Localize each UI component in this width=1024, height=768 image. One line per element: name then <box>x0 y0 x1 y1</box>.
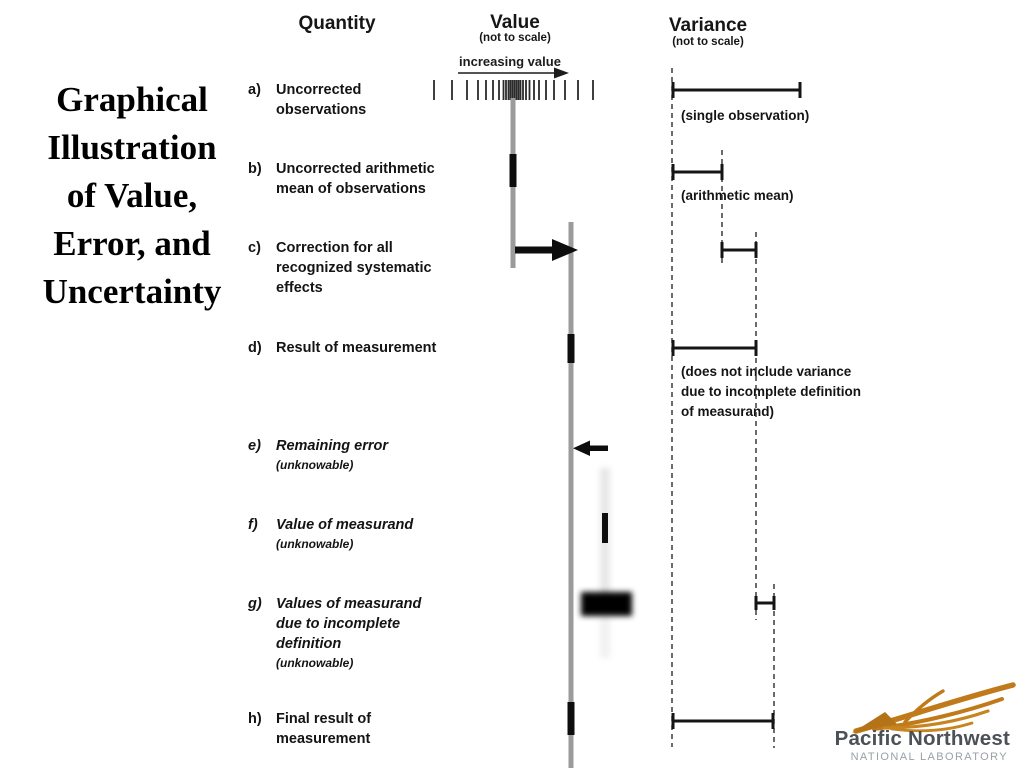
variance-note-result: (does not include variance due to incomp… <box>681 362 861 422</box>
row-label-line: recognized systematic <box>276 260 432 276</box>
observation-tick-marks <box>433 80 594 100</box>
pnnl-logo-name: Pacific Northwest <box>834 727 1010 750</box>
row-label-b: Uncorrected arithmetic mean of observati… <box>276 159 435 199</box>
row-label-h: Final result of measurement <box>276 709 371 749</box>
row-letter-c: c) <box>248 240 261 256</box>
title-line: Error, and <box>53 224 211 263</box>
increasing-value-arrow-icon <box>458 67 569 79</box>
column-header-value-sub: (not to scale) <box>479 32 551 44</box>
row-label-line: effects <box>276 280 323 296</box>
column-header-quantity: Quantity <box>298 13 376 34</box>
remaining-error-arrow-icon <box>573 440 608 456</box>
row-letter-a: a) <box>248 82 261 98</box>
pnnl-swoosh-icon <box>852 682 1016 734</box>
value-line-corrected <box>568 222 574 768</box>
row-letter-d: d) <box>248 340 262 356</box>
title-line: Uncertainty <box>42 272 222 311</box>
column-header-variance: Variance <box>668 15 748 36</box>
row-label-line: Correction for all <box>276 240 393 256</box>
row-letter-g: g) <box>248 596 262 612</box>
row-label-c: Correction for all recognized systematic… <box>276 238 432 298</box>
row-label-line: Values of measurand <box>276 596 422 612</box>
measurand-values-band <box>581 592 632 616</box>
mark-arithmetic-mean <box>509 154 517 187</box>
page-title: Graphical Illustration of Value, Error, … <box>12 76 252 316</box>
row-label-line: Remaining error <box>276 438 388 454</box>
mark-value-of-measurand <box>602 513 608 543</box>
mark-final-result <box>567 702 575 735</box>
row-note: (unknowable) <box>276 537 354 551</box>
correction-arrow-icon <box>515 239 578 261</box>
title-line: Graphical <box>56 80 208 119</box>
row-label-line: mean of observations <box>276 181 426 197</box>
row-label-line: Final result of <box>276 711 372 727</box>
variance-note-line: of measurand) <box>681 404 775 419</box>
increasing-value-label: increasing value <box>459 54 561 69</box>
row-label-line: observations <box>276 102 367 118</box>
row-label-line: measurement <box>276 731 371 747</box>
row-note: (unknowable) <box>276 458 354 472</box>
row-letter-h: h) <box>248 711 262 727</box>
variance-note-arithmetic-mean: (arithmetic mean) <box>681 188 794 203</box>
row-label-line: Uncorrected <box>276 82 362 98</box>
row-label-e: Remaining error (unknowable) <box>276 436 388 475</box>
variance-note-line: due to incomplete definition <box>681 384 861 399</box>
mark-result-of-measurement <box>567 334 575 363</box>
row-label-line: due to incomplete <box>276 616 401 632</box>
row-label-line: definition <box>276 636 342 652</box>
row-letter-f: f) <box>248 517 258 533</box>
column-header-variance-sub: (not to scale) <box>672 36 744 48</box>
variance-error-bars <box>671 82 802 729</box>
unknowable-smear <box>600 616 610 658</box>
pnnl-logo-subtitle: NATIONAL LABORATORY <box>850 751 1008 763</box>
row-letter-b: b) <box>248 161 262 177</box>
row-label-line: Result of measurement <box>276 340 437 356</box>
title-line: of Value, <box>66 176 198 215</box>
row-label-g: Values of measurand due to incomplete de… <box>276 594 421 673</box>
row-label-f: Value of measurand (unknowable) <box>276 515 413 554</box>
variance-note-single-observation: (single observation) <box>681 108 810 123</box>
column-header-value: Value <box>490 12 540 33</box>
row-label-line: Value of measurand <box>276 517 414 533</box>
row-note: (unknowable) <box>276 656 354 670</box>
row-letter-e: e) <box>248 438 261 454</box>
row-label-d: Result of measurement <box>276 338 436 358</box>
title-line: Illustration <box>47 128 217 167</box>
variance-note-line: (does not include variance <box>681 364 852 379</box>
row-label-line: Uncorrected arithmetic <box>276 161 435 177</box>
row-label-a: Uncorrected observations <box>276 80 366 120</box>
